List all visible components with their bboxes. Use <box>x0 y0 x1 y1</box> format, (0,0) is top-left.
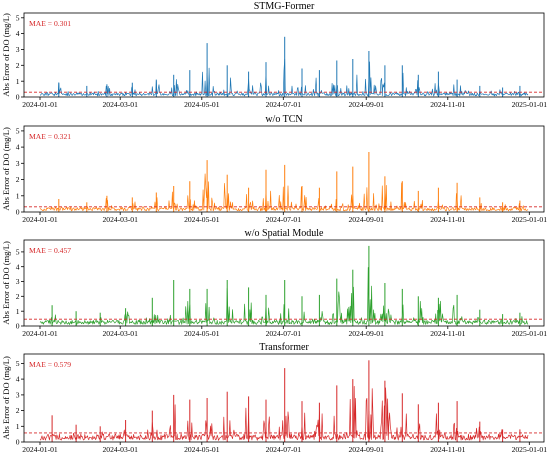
y-tick-label: 4 <box>16 143 20 152</box>
plot-frame <box>23 125 545 213</box>
x-tick-label: 2024-09-01 <box>348 215 384 224</box>
x-tick-label: 2024-11-01 <box>430 100 465 109</box>
mae-annotation: MAE = 0.301 <box>29 19 71 28</box>
y-axis-label: Abs Error of DO (mg/L) <box>1 13 11 97</box>
x-tick-label: 2024-09-01 <box>348 329 384 338</box>
y-tick-label: 3 <box>16 277 20 286</box>
x-tick-label: 2024-03-01 <box>102 100 138 109</box>
y-tick-label: 5 <box>16 13 20 22</box>
mae-annotation: MAE = 0.321 <box>29 132 71 141</box>
x-tick-label: 2024-03-01 <box>102 445 138 454</box>
plot-frame <box>23 12 545 98</box>
y-tick-label: 1 <box>16 307 20 316</box>
x-tick-label: 2024-09-01 <box>348 100 384 109</box>
y-tick-label: 0 <box>16 93 20 102</box>
y-axis-label: Abs Error of DO (mg/L) <box>1 241 11 325</box>
error-series-line <box>39 267 529 325</box>
error-series-line <box>39 58 529 97</box>
x-tick-label: 2024-07-01 <box>266 329 302 338</box>
y-tick-label: 4 <box>16 29 20 38</box>
y-axis-label: Abs Error of DO (mg/L) <box>1 356 11 440</box>
panel-title: STMG-Former <box>254 1 315 12</box>
error-series-line <box>39 173 529 212</box>
y-tick-label: 2 <box>16 61 20 70</box>
x-tick-label: 2025-01-01 <box>512 100 548 109</box>
y-tick-label: 2 <box>16 292 20 301</box>
plot-frame <box>23 353 545 443</box>
x-tick-label: 2025-01-01 <box>512 445 548 454</box>
x-tick-label: 2024-05-01 <box>184 215 220 224</box>
x-tick-label: 2024-01-01 <box>22 445 58 454</box>
y-tick-label: 4 <box>16 375 20 384</box>
y-axis-label: Abs Error of DO (mg/L) <box>1 127 11 211</box>
y-tick-label: 0 <box>16 438 20 447</box>
y-tick-label: 1 <box>16 422 20 431</box>
y-tick-label: 0 <box>16 208 20 217</box>
y-tick-label: 3 <box>16 159 20 168</box>
panel-4: Transformer Abs Error of DO (mg/L) MAE = 0… <box>1 342 547 454</box>
x-tick-label: 2024-05-01 <box>184 100 220 109</box>
y-tick-label: 0 <box>16 322 20 331</box>
y-tick-label: 2 <box>16 406 20 415</box>
x-tick-label: 2025-01-01 <box>512 329 548 338</box>
y-tick-label: 5 <box>16 127 20 136</box>
x-tick-label: 2024-07-01 <box>266 100 302 109</box>
y-tick-label: 2 <box>16 175 20 184</box>
panel-1: STMG-Former Abs Error of DO (mg/L) MAE = 0… <box>1 1 547 109</box>
error-series-line <box>39 386 529 441</box>
mae-annotation: MAE = 0.579 <box>29 360 71 369</box>
x-tick-label: 2024-01-01 <box>22 329 58 338</box>
panel-title: w/o Spatial Module <box>245 228 324 239</box>
x-tick-label: 2024-01-01 <box>22 100 58 109</box>
x-tick-label: 2024-07-01 <box>266 445 302 454</box>
x-tick-label: 2024-09-01 <box>348 445 384 454</box>
x-tick-label: 2024-05-01 <box>184 445 220 454</box>
y-tick-label: 5 <box>16 359 20 368</box>
x-tick-label: 2024-07-01 <box>266 215 302 224</box>
y-tick-label: 1 <box>16 77 20 86</box>
y-tick-label: 3 <box>16 391 20 400</box>
x-tick-label: 2024-11-01 <box>430 215 465 224</box>
x-tick-label: 2025-01-01 <box>512 215 548 224</box>
panel-2: w/o TCN Abs Error of DO (mg/L) MAE = 0.321… <box>1 114 547 224</box>
panel-3: w/o Spatial Module Abs Error of DO (mg/L)… <box>1 228 547 338</box>
y-tick-label: 3 <box>16 45 20 54</box>
panel-title: w/o TCN <box>265 114 302 125</box>
plot-frame <box>23 239 545 327</box>
panel-title: Transformer <box>259 342 309 353</box>
x-tick-label: 2024-11-01 <box>430 445 465 454</box>
mae-annotation: MAE = 0.457 <box>29 246 71 255</box>
x-tick-label: 2024-01-01 <box>22 215 58 224</box>
x-tick-label: 2024-11-01 <box>430 329 465 338</box>
y-tick-label: 4 <box>16 262 20 271</box>
y-tick-label: 1 <box>16 191 20 200</box>
x-tick-label: 2024-03-01 <box>102 329 138 338</box>
x-tick-label: 2024-03-01 <box>102 215 138 224</box>
x-tick-label: 2024-05-01 <box>184 329 220 338</box>
y-tick-label: 5 <box>16 248 20 257</box>
